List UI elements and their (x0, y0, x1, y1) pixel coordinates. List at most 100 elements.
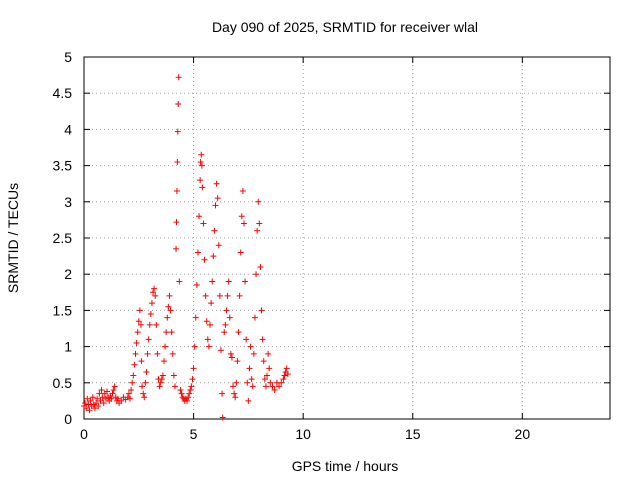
y-tick-label: 0 (64, 411, 72, 427)
plot-frame (83, 56, 611, 420)
data-point (139, 383, 146, 390)
data-point (269, 383, 276, 390)
data-point (262, 383, 269, 390)
data-point (264, 372, 271, 379)
data-point (190, 365, 197, 372)
data-point (132, 350, 139, 357)
data-point (212, 202, 219, 209)
data-point (245, 397, 252, 404)
data-point (213, 180, 220, 187)
x-tick-label: 15 (405, 426, 421, 442)
data-point (236, 292, 243, 299)
data-point (246, 365, 253, 372)
data-point (202, 292, 209, 299)
data-point (147, 311, 154, 318)
data-point (214, 195, 221, 202)
y-tick-label: 3 (64, 194, 72, 210)
data-point (207, 321, 214, 328)
data-point (265, 350, 272, 357)
data-point (211, 227, 218, 234)
data-point (205, 343, 212, 350)
data-point (173, 245, 180, 252)
data-point (267, 379, 274, 386)
data-point (129, 379, 136, 386)
y-tick-label: 0.5 (53, 375, 73, 391)
grid (84, 57, 610, 419)
y-tick-label: 2 (64, 266, 72, 282)
data-point (281, 372, 288, 379)
data-point (176, 278, 183, 285)
data-point (96, 390, 103, 397)
data-point (259, 336, 266, 343)
data-point (240, 220, 247, 227)
data-point (137, 321, 144, 328)
data-point (111, 383, 118, 390)
data-point (114, 395, 121, 402)
data-point (118, 397, 125, 404)
data-point (227, 350, 234, 357)
data-point (127, 395, 134, 402)
data-point (253, 271, 260, 278)
data-point (85, 401, 92, 408)
data-point (83, 405, 90, 412)
data-point (217, 347, 224, 354)
data-point (231, 390, 238, 397)
data-point (165, 303, 172, 310)
data-point (223, 307, 230, 314)
y-axis-title: SRMTID / TECUs (5, 183, 21, 293)
data-point (136, 307, 143, 314)
data-point (230, 383, 237, 390)
data-point (189, 376, 196, 383)
y-tick-label: 1 (64, 339, 72, 355)
data-point (173, 187, 180, 194)
data-point (234, 358, 241, 365)
data-point (162, 343, 169, 350)
data-points (81, 74, 291, 421)
data-point (219, 414, 226, 421)
data-point (153, 321, 160, 328)
data-point (258, 307, 265, 314)
data-point (159, 372, 166, 379)
data-point (169, 350, 176, 357)
data-point (276, 383, 283, 390)
y-tick-label: 3.5 (53, 158, 73, 174)
data-point (157, 379, 164, 386)
data-point (196, 213, 203, 220)
data-point (87, 397, 94, 404)
data-point (188, 383, 195, 390)
data-point (237, 249, 244, 256)
data-point (175, 74, 182, 81)
data-point (143, 368, 150, 375)
y-axis: 0 0.5 1 1.5 2 2.5 3 3.5 4 4.5 5 (53, 49, 610, 427)
data-point (228, 354, 235, 361)
data-point (193, 282, 200, 289)
data-point (260, 358, 267, 365)
data-point (203, 318, 210, 325)
data-point (173, 219, 180, 226)
data-point (156, 383, 163, 390)
data-point (98, 387, 105, 394)
data-point (284, 371, 291, 378)
data-point (266, 365, 273, 372)
data-point (142, 379, 149, 386)
data-point (166, 292, 173, 299)
data-point (135, 318, 142, 325)
data-point (145, 336, 152, 343)
data-point (170, 372, 177, 379)
data-point (138, 358, 145, 365)
data-point (232, 394, 239, 401)
data-point (216, 292, 223, 299)
data-point (238, 213, 245, 220)
data-point (210, 253, 217, 260)
data-point (168, 329, 175, 336)
data-point (91, 405, 98, 412)
data-point (225, 278, 232, 285)
data-point (130, 372, 137, 379)
data-point (250, 350, 257, 357)
data-point (108, 395, 115, 402)
data-point (131, 361, 138, 368)
data-point (233, 379, 240, 386)
x-tick-label: 20 (515, 426, 531, 442)
data-point (215, 242, 222, 249)
data-point (243, 336, 250, 343)
